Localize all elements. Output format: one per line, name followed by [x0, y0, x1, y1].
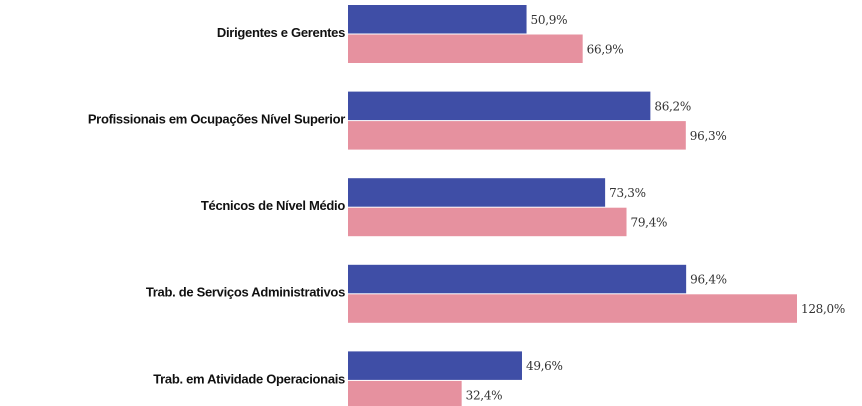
- category-label: Trab. em Atividade Operacionais: [153, 371, 345, 386]
- bar: [348, 121, 686, 150]
- value-label: 86,2%: [654, 99, 691, 113]
- value-label: 96,4%: [690, 273, 727, 287]
- bar: [348, 178, 606, 207]
- category-label: Técnicos de Nível Médio: [201, 198, 345, 213]
- bar: [348, 91, 651, 121]
- value-label: 49,6%: [526, 359, 563, 373]
- category-label: Profissionais em Ocupações Nível Superio…: [88, 112, 345, 127]
- category-label: Trab. de Serviços Administrativos: [146, 285, 345, 300]
- value-label: 73,3%: [609, 186, 646, 200]
- bar: [348, 294, 797, 323]
- value-label: 32,4%: [466, 389, 503, 403]
- value-label: 128,0%: [801, 302, 845, 316]
- value-label: 79,4%: [631, 215, 668, 229]
- bar: [348, 5, 527, 34]
- category-label: Dirigentes e Gerentes: [217, 25, 345, 40]
- value-label: 50,9%: [531, 13, 568, 27]
- bar: [348, 34, 583, 63]
- bar: [348, 351, 522, 380]
- value-label: 96,3%: [690, 129, 727, 143]
- value-label: 66,9%: [587, 42, 624, 56]
- bar: [348, 380, 462, 406]
- bar: [348, 264, 687, 294]
- bar: [348, 207, 627, 237]
